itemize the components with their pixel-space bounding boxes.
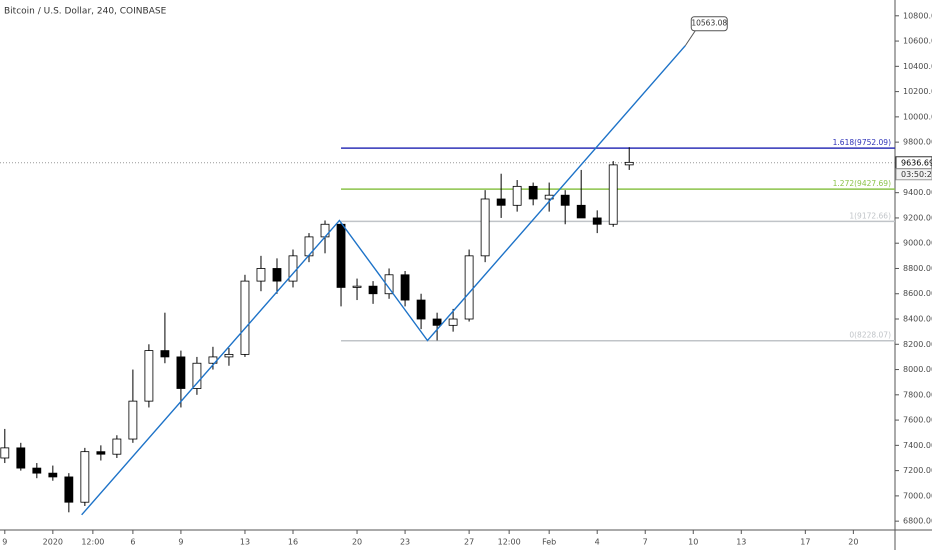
y-tick-label: 10800.00 bbox=[903, 11, 932, 20]
y-tick-label: 10000.00 bbox=[903, 112, 932, 121]
fib-label: 1.618(9752.09) bbox=[833, 138, 891, 147]
candle-body bbox=[416, 299, 426, 320]
trend-line bbox=[81, 45, 686, 516]
candle-body bbox=[80, 451, 90, 503]
candle-body bbox=[112, 438, 122, 455]
y-tick-label: 7400.00 bbox=[903, 441, 932, 450]
candle-body bbox=[128, 400, 138, 440]
candle-body bbox=[576, 204, 586, 219]
x-tick-label: 9 bbox=[178, 538, 183, 547]
candle-body bbox=[512, 185, 522, 206]
x-tick-label: 23 bbox=[400, 538, 410, 547]
x-tick-label: 13 bbox=[240, 538, 250, 547]
y-tick-label: 7000.00 bbox=[903, 491, 932, 500]
countdown-label: 03:50:23 bbox=[901, 170, 932, 179]
candle-body bbox=[352, 285, 362, 288]
candle-body bbox=[592, 217, 602, 225]
y-tick-label: 8600.00 bbox=[903, 289, 932, 298]
y-tick-label: 8000.00 bbox=[903, 365, 932, 374]
fib-label: 0(8228.07) bbox=[849, 331, 891, 340]
candle-body bbox=[240, 280, 250, 355]
x-tick-label: 10 bbox=[688, 538, 698, 547]
candle-body bbox=[336, 223, 346, 288]
y-tick-label: 8800.00 bbox=[903, 264, 932, 273]
y-tick-label: 8400.00 bbox=[903, 315, 932, 324]
y-tick-label: 9200.00 bbox=[903, 213, 932, 222]
y-tick-label: 9400.00 bbox=[903, 188, 932, 197]
y-tick-label: 7600.00 bbox=[903, 416, 932, 425]
y-tick-label: 10600.00 bbox=[903, 37, 932, 46]
x-tick-label: 20 bbox=[848, 538, 858, 547]
candle-body bbox=[0, 447, 10, 459]
chart-title: Bitcoin / U.S. Dollar, 240, COINBASE bbox=[4, 7, 167, 17]
x-tick-label: 12:00 bbox=[81, 538, 104, 547]
candle-body bbox=[192, 362, 202, 389]
candle-body bbox=[432, 318, 442, 326]
candle-body bbox=[400, 274, 410, 301]
target-box bbox=[690, 16, 728, 32]
x-tick-label: 17 bbox=[800, 538, 810, 547]
candle-body bbox=[16, 447, 26, 469]
candle-body bbox=[272, 268, 282, 282]
x-tick-label: 9 bbox=[2, 538, 7, 547]
candle-body bbox=[144, 350, 154, 402]
candle-body bbox=[176, 356, 186, 389]
candle-body bbox=[384, 274, 394, 295]
candle-body bbox=[160, 350, 170, 358]
candle-body bbox=[608, 164, 618, 225]
candle-body bbox=[448, 318, 458, 326]
candle-body bbox=[464, 255, 474, 320]
x-tick-label: 13 bbox=[736, 538, 746, 547]
candle-body bbox=[32, 467, 42, 474]
target-pointer bbox=[684, 30, 696, 47]
candle-body bbox=[368, 285, 378, 295]
y-tick-label: 7200.00 bbox=[903, 466, 932, 475]
y-tick-label: 9000.00 bbox=[903, 239, 932, 248]
y-tick-label: 10400.00 bbox=[903, 62, 932, 71]
x-tick-label: 20 bbox=[352, 538, 362, 547]
x-tick-label: 12:00 bbox=[498, 538, 521, 547]
x-tick-label: 7 bbox=[643, 538, 648, 547]
fib-label: 1(9172.66) bbox=[849, 211, 891, 220]
x-tick-label: 27 bbox=[464, 538, 474, 547]
candle-body bbox=[528, 185, 538, 200]
y-tick-label: 9800.00 bbox=[903, 138, 932, 147]
candle-body bbox=[224, 353, 234, 358]
candle-body bbox=[320, 223, 330, 238]
x-tick-label: 4 bbox=[595, 538, 600, 547]
candle-body bbox=[560, 194, 570, 206]
x-tick-label: 16 bbox=[288, 538, 298, 547]
candle-body bbox=[64, 476, 74, 503]
price-tag-label: 9636.69 bbox=[901, 158, 932, 167]
candle-body bbox=[480, 198, 490, 257]
x-tick-label: Feb bbox=[542, 538, 556, 547]
x-tick-label: 6 bbox=[130, 538, 135, 547]
fib-label: 1.272(9427.69) bbox=[833, 179, 891, 188]
y-tick-label: 7800.00 bbox=[903, 390, 932, 399]
countdown-tag bbox=[895, 168, 932, 181]
candle-body bbox=[496, 198, 506, 206]
candle-body bbox=[256, 268, 266, 282]
candle-body bbox=[48, 472, 58, 478]
candle-body bbox=[96, 451, 106, 455]
y-tick-label: 8200.00 bbox=[903, 340, 932, 349]
x-tick-label: 2020 bbox=[43, 538, 63, 547]
target-label: 10563.08 bbox=[691, 19, 727, 28]
y-tick-label: 6800.00 bbox=[903, 517, 932, 526]
candle-body bbox=[624, 161, 634, 166]
y-tick-label: 10200.00 bbox=[903, 87, 932, 96]
